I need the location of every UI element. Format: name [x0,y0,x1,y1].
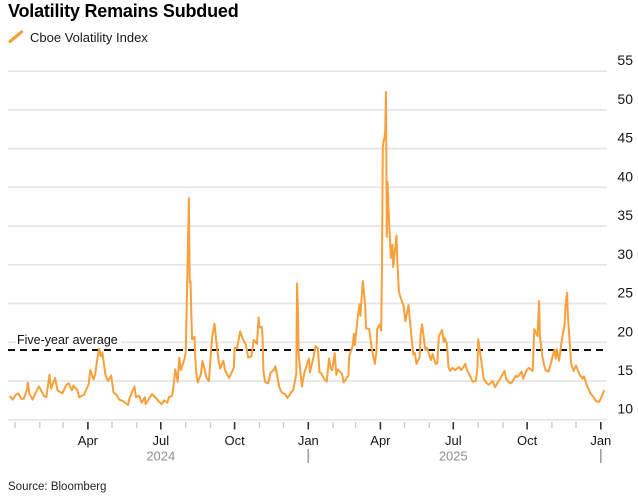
y-axis-label: 15 [617,362,633,378]
y-axis-label: 40 [617,168,633,184]
chart-title: Volatility Remains Subdued [8,1,239,21]
x-axis-label: Jan [298,433,319,448]
x-axis-label: Jul [152,433,169,448]
x-axis-label: Oct [517,433,538,448]
five-year-average-label: Five-year average [16,333,121,349]
y-axis-label: 50 [617,91,633,107]
x-axis-label: Jul [445,433,462,448]
y-axis-label: 25 [617,285,633,301]
year-label: 2024 [146,449,175,464]
legend: Cboe Volatility Index [8,29,148,45]
x-axis-label: Apr [370,433,391,448]
x-axis-label: Jan [590,433,611,448]
y-axis-label: 45 [617,130,633,146]
y-axis-label: 35 [617,207,633,223]
x-axis-label: Apr [78,433,99,448]
x-axis-label: Oct [224,433,245,448]
legend-line-marker [8,30,24,44]
vix-line [9,91,605,406]
y-axis-label: 10 [617,401,633,417]
year-label: 2025 [439,449,468,464]
legend-label: Cboe Volatility Index [30,29,148,45]
y-axis-label: 55 [617,52,633,68]
y-axis-label: 30 [617,246,633,262]
source-note: Source: Bloomberg [8,481,107,493]
y-axis-label: 20 [617,323,633,339]
